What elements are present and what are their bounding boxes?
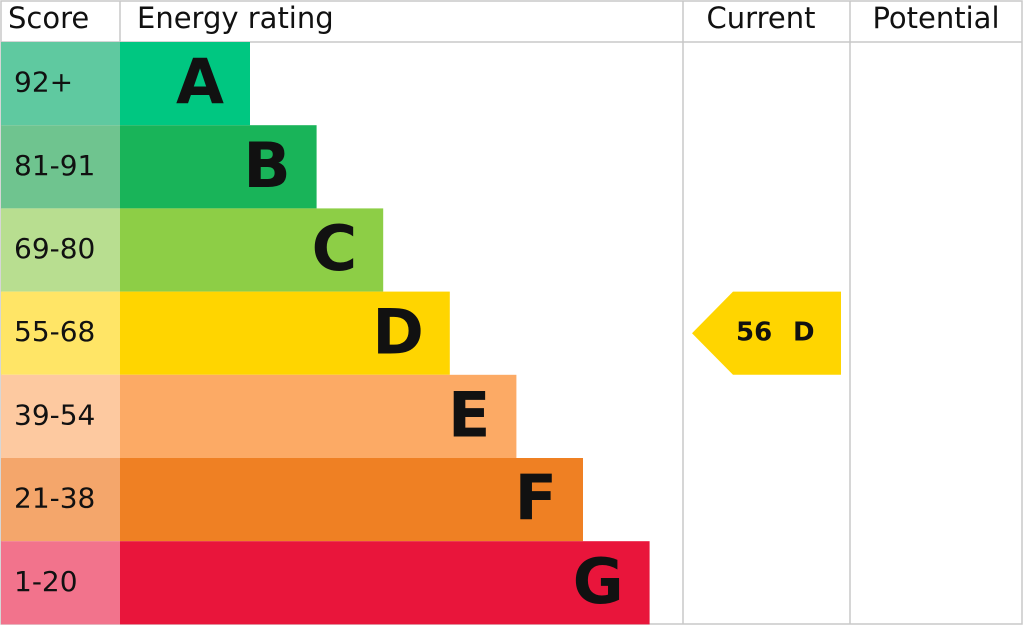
rating-letter: F <box>515 462 557 535</box>
score-label: 92+ <box>14 66 73 99</box>
score-cell <box>1 125 120 209</box>
score-label: 39-54 <box>14 398 95 431</box>
rating-letter: B <box>243 129 290 202</box>
score-cell <box>1 541 120 625</box>
rating-letter: A <box>176 46 224 119</box>
rating-bar <box>120 291 450 375</box>
header-current: Current <box>707 1 816 35</box>
score-label: 55-68 <box>14 315 95 348</box>
rating-bar <box>120 541 650 625</box>
rating-letter: C <box>312 212 358 285</box>
score-cell <box>1 458 120 542</box>
header-rating: Energy rating <box>137 1 334 35</box>
header-potential: Potential <box>872 1 999 35</box>
rating-bar <box>120 125 317 209</box>
score-cell <box>1 291 120 375</box>
rating-bar <box>120 208 384 292</box>
rating-bar <box>120 458 583 542</box>
score-cell <box>1 374 120 458</box>
current-score: 56 <box>736 318 772 348</box>
score-label: 21-38 <box>14 482 95 515</box>
rating-bar <box>120 42 250 126</box>
score-cell <box>1 42 120 126</box>
rating-letter: D <box>372 295 423 368</box>
current-arrow <box>692 291 841 375</box>
score-label: 81-91 <box>14 149 95 182</box>
rating-letter: G <box>573 545 624 618</box>
current-band: D <box>793 318 815 348</box>
rating-bar <box>120 374 517 458</box>
score-cell <box>1 208 120 292</box>
rating-letter: E <box>448 378 490 451</box>
score-label: 69-80 <box>14 232 95 265</box>
score-label: 1-20 <box>14 565 78 598</box>
header-score: Score <box>8 1 89 35</box>
